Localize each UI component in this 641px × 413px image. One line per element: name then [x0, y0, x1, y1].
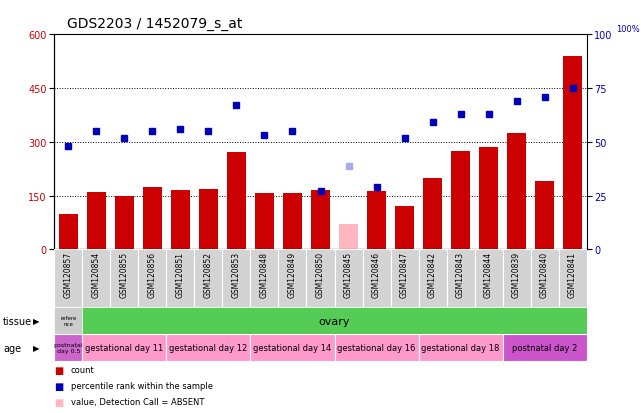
Bar: [171, 191, 190, 250]
Text: GSM120847: GSM120847: [400, 252, 409, 298]
Bar: [54, 335, 83, 361]
Bar: [306, 250, 335, 308]
Text: GDS2203 / 1452079_s_at: GDS2203 / 1452079_s_at: [67, 17, 243, 31]
Text: value, Detection Call = ABSENT: value, Detection Call = ABSENT: [71, 397, 204, 406]
Bar: [54, 308, 83, 335]
Text: GSM120851: GSM120851: [176, 252, 185, 297]
Text: refere
nce: refere nce: [60, 316, 77, 327]
Text: gestational day 18: gestational day 18: [421, 344, 500, 352]
Bar: [222, 250, 251, 308]
Bar: [390, 250, 419, 308]
Text: GSM120854: GSM120854: [92, 252, 101, 298]
Bar: [503, 335, 587, 361]
Bar: [87, 192, 106, 250]
Bar: [419, 335, 503, 361]
Bar: [424, 179, 442, 250]
Text: ■: ■: [54, 397, 63, 407]
Text: GSM120857: GSM120857: [64, 252, 73, 298]
Text: gestational day 12: gestational day 12: [169, 344, 247, 352]
Bar: [474, 250, 503, 308]
Bar: [419, 250, 447, 308]
Text: ▶: ▶: [33, 317, 40, 325]
Text: gestational day 11: gestational day 11: [85, 344, 163, 352]
Bar: [60, 214, 78, 250]
Bar: [563, 57, 581, 250]
Text: ovary: ovary: [319, 316, 350, 326]
Bar: [283, 193, 302, 250]
Bar: [199, 190, 217, 250]
Bar: [251, 335, 335, 361]
Text: 100%: 100%: [616, 25, 640, 34]
Bar: [363, 250, 390, 308]
Text: percentile rank within the sample: percentile rank within the sample: [71, 381, 213, 390]
Text: GSM120852: GSM120852: [204, 252, 213, 297]
Bar: [447, 250, 474, 308]
Bar: [83, 250, 110, 308]
Bar: [251, 250, 278, 308]
Text: GSM120843: GSM120843: [456, 252, 465, 298]
Text: count: count: [71, 366, 94, 375]
Bar: [138, 250, 167, 308]
Bar: [335, 335, 419, 361]
Text: GSM120850: GSM120850: [316, 252, 325, 298]
Text: GSM120855: GSM120855: [120, 252, 129, 298]
Text: GSM120842: GSM120842: [428, 252, 437, 297]
Text: GSM120840: GSM120840: [540, 252, 549, 298]
Bar: [395, 207, 413, 250]
Bar: [535, 182, 554, 250]
Text: tissue: tissue: [3, 316, 32, 326]
Bar: [228, 152, 246, 250]
Text: postnatal day 2: postnatal day 2: [512, 344, 577, 352]
Bar: [508, 133, 526, 250]
Text: ■: ■: [54, 381, 63, 391]
Bar: [167, 250, 194, 308]
Bar: [531, 250, 558, 308]
Bar: [83, 335, 167, 361]
Text: age: age: [3, 343, 21, 353]
Bar: [451, 152, 470, 250]
Bar: [54, 250, 83, 308]
Bar: [312, 191, 329, 250]
Bar: [367, 192, 386, 250]
Bar: [479, 148, 497, 250]
Bar: [115, 196, 133, 250]
Text: GSM120849: GSM120849: [288, 252, 297, 298]
Bar: [278, 250, 306, 308]
Text: ■: ■: [54, 366, 63, 375]
Bar: [558, 250, 587, 308]
Text: GSM120839: GSM120839: [512, 252, 521, 298]
Bar: [167, 335, 251, 361]
Bar: [255, 193, 274, 250]
Text: GSM120841: GSM120841: [568, 252, 577, 297]
Text: GSM120856: GSM120856: [148, 252, 157, 298]
Text: GSM120844: GSM120844: [484, 252, 493, 298]
Bar: [339, 225, 358, 250]
Text: GSM120848: GSM120848: [260, 252, 269, 297]
Text: GSM120845: GSM120845: [344, 252, 353, 298]
Bar: [194, 250, 222, 308]
Text: ▶: ▶: [33, 344, 40, 352]
Text: gestational day 16: gestational day 16: [337, 344, 416, 352]
Bar: [335, 250, 363, 308]
Bar: [110, 250, 138, 308]
Text: gestational day 14: gestational day 14: [253, 344, 331, 352]
Text: GSM120846: GSM120846: [372, 252, 381, 298]
Text: postnatal
day 0.5: postnatal day 0.5: [54, 342, 83, 354]
Bar: [144, 187, 162, 250]
Text: GSM120853: GSM120853: [232, 252, 241, 298]
Bar: [503, 250, 531, 308]
